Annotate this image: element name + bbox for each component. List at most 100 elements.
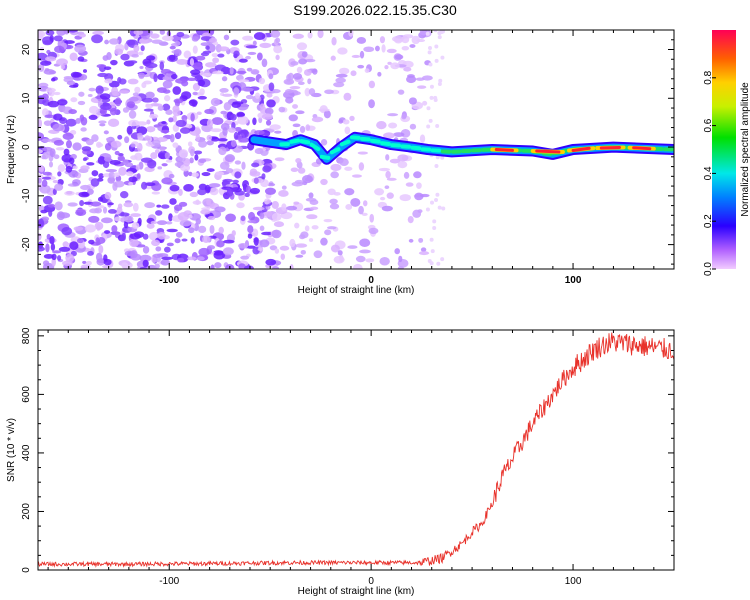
noise-blob xyxy=(128,181,134,186)
noise-blob xyxy=(42,260,50,266)
noise-blob xyxy=(53,35,63,42)
noise-blob xyxy=(63,148,70,156)
noise-blob xyxy=(284,89,294,94)
colorbar-tick-label: 0.2 xyxy=(703,214,714,228)
noise-blob xyxy=(381,44,386,53)
noise-blob xyxy=(51,250,62,254)
noise-blob xyxy=(168,173,175,179)
noise-blob xyxy=(304,225,310,232)
noise-blob xyxy=(260,179,269,188)
noise-blob xyxy=(87,188,94,195)
noise-blob xyxy=(45,56,57,62)
noise-blob xyxy=(123,202,134,208)
noise-blob xyxy=(222,178,233,183)
noise-blob xyxy=(359,249,371,254)
noise-blob xyxy=(283,78,295,85)
noise-blob xyxy=(68,109,77,115)
noise-blob xyxy=(247,220,256,224)
noise-blob xyxy=(98,205,105,209)
noise-blob xyxy=(88,87,96,92)
noise-blob xyxy=(178,188,183,196)
noise-blob xyxy=(278,189,289,197)
noise-blob xyxy=(219,88,229,93)
noise-blob xyxy=(155,246,162,252)
noise-blob xyxy=(128,110,137,119)
noise-blob xyxy=(416,182,422,189)
noise-blob xyxy=(178,149,189,158)
noise-blob xyxy=(98,120,107,124)
noise-blob xyxy=(292,73,303,80)
noise-blob xyxy=(144,135,150,141)
noise-blob xyxy=(230,187,242,193)
noise-blob xyxy=(56,58,68,66)
noise-blob xyxy=(272,266,280,269)
noise-blob xyxy=(274,157,285,162)
noise-blob xyxy=(402,34,414,39)
noise-blob xyxy=(303,69,312,76)
noise-blob xyxy=(208,37,218,43)
noise-blob xyxy=(288,114,299,122)
noise-blob xyxy=(151,191,161,195)
noise-blob xyxy=(417,209,423,214)
noise-blob xyxy=(107,176,116,184)
noise-blob xyxy=(159,146,166,152)
noise-blob xyxy=(96,64,107,69)
noise-blob xyxy=(438,78,443,83)
noise-blob xyxy=(300,249,306,255)
noise-blob xyxy=(117,212,130,217)
noise-blob xyxy=(138,72,146,78)
noise-blob xyxy=(48,209,53,217)
noise-blob xyxy=(154,263,160,269)
noise-blob xyxy=(112,91,120,97)
noise-blob xyxy=(320,139,328,146)
noise-blob xyxy=(385,154,390,161)
noise-blob xyxy=(111,225,118,233)
noise-blob xyxy=(169,184,180,192)
noise-blob xyxy=(254,148,264,155)
noise-blob xyxy=(363,200,368,207)
noise-blob xyxy=(52,188,57,195)
noise-blob xyxy=(130,250,138,259)
noise-blob xyxy=(385,170,391,179)
noise-blob xyxy=(212,70,224,75)
noise-blob xyxy=(130,143,136,148)
noise-blob xyxy=(361,212,368,217)
noise-blob xyxy=(441,206,446,211)
noise-blob xyxy=(275,54,280,61)
noise-blob xyxy=(308,88,316,96)
noise-blob xyxy=(82,260,87,264)
noise-blob xyxy=(289,238,296,248)
noise-blob xyxy=(208,183,221,188)
noise-blob xyxy=(329,203,340,210)
noise-blob xyxy=(218,146,227,156)
noise-blob xyxy=(191,172,199,178)
noise-blob xyxy=(72,179,81,186)
noise-blob xyxy=(311,116,324,123)
noise-blob xyxy=(164,246,171,253)
noise-blob xyxy=(77,100,86,106)
noise-blob xyxy=(330,55,336,61)
colorbar-axis: 0.0 0.2 0.4 0.6 0.8 Normalized spectral ampli… xyxy=(703,70,750,276)
noise-blob xyxy=(218,226,224,234)
noise-blob xyxy=(279,245,290,251)
noise-blob xyxy=(179,219,192,227)
noise-blob xyxy=(99,123,106,127)
noise-blob xyxy=(193,150,203,155)
ridge-core xyxy=(410,145,422,151)
noise-blob xyxy=(432,226,437,231)
noise-blob xyxy=(200,209,211,215)
noise-blob xyxy=(53,91,61,96)
noise-blob xyxy=(132,202,139,212)
noise-blob xyxy=(66,80,76,86)
noise-blob xyxy=(84,224,97,233)
noise-blob xyxy=(92,30,105,36)
noise-blob xyxy=(61,226,73,236)
noise-blob xyxy=(296,42,308,51)
noise-blob xyxy=(151,239,161,247)
noise-blob xyxy=(261,58,268,68)
noise-blob xyxy=(244,192,250,198)
noise-blob xyxy=(165,109,173,115)
noise-blob xyxy=(425,31,430,36)
noise-blob xyxy=(165,159,173,163)
noise-blob xyxy=(436,261,441,266)
